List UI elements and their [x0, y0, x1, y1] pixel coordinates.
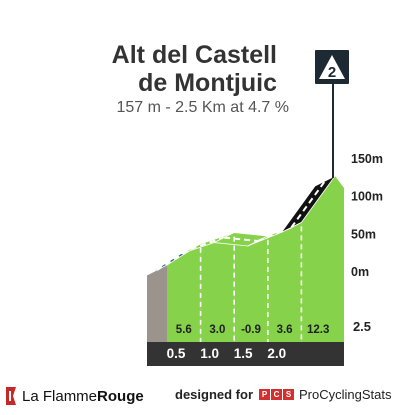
altitude-tick-label: 100m: [351, 190, 383, 204]
pcs-letter-s: S: [283, 389, 295, 400]
km-tick-label: 2.0: [267, 346, 286, 361]
km-tick-label: 1.5: [234, 346, 253, 361]
gradient-label: 5.6: [176, 324, 192, 336]
gradient-label: 12.3: [307, 324, 329, 336]
segment-face: [301, 176, 335, 342]
altitude-tick-label: 0m: [351, 265, 369, 279]
altitude-tick-label: 150m: [351, 152, 383, 166]
km-tick-label: 2.5: [353, 319, 371, 334]
category-triangle-icon: [319, 55, 345, 79]
km-tick-label: 0.5: [167, 346, 186, 361]
profile-chart: 5.6 3.0 -0.9 3.6 12.3 0.5 1.0 1.5 2.0 2.5 150m 100m…: [146, 50, 383, 366]
pcs-name: ProCyclingStats: [299, 387, 392, 402]
gradient-label: 3.6: [277, 324, 293, 336]
pcs-letter-c: C: [271, 389, 283, 400]
flame-rouge-icon: [6, 387, 16, 405]
segment-face: [167, 243, 201, 342]
segment-face: [200, 232, 235, 342]
brand-logo: La Flamme Rouge: [4, 387, 144, 405]
segment-face: [267, 222, 302, 342]
pcs-letter-p: P: [259, 389, 271, 400]
distance-band: [147, 342, 344, 366]
profile-side: [335, 176, 344, 342]
km-tick-label: 1.0: [200, 346, 219, 361]
climb-title-line2: de Montjuic: [138, 69, 277, 97]
gradient-label: -0.9: [241, 324, 261, 336]
category-number: 2: [328, 64, 336, 81]
segment-face: [234, 232, 268, 342]
brand-name-part2: Rouge: [97, 387, 144, 405]
climb-subtitle: 157 m - 2.5 Km at 4.7 %: [116, 99, 289, 116]
climb-title-line1: Alt del Castell: [111, 41, 277, 69]
designed-for-label: designed for: [175, 387, 254, 402]
gradient-label: 3.0: [209, 324, 225, 336]
road-centre-line: [190, 236, 225, 250]
road-centre-line: [224, 236, 258, 242]
brand-name-part1: La Flamme: [22, 387, 98, 405]
profile-base: [147, 265, 167, 342]
altitude-tick-label: 50m: [351, 227, 376, 241]
